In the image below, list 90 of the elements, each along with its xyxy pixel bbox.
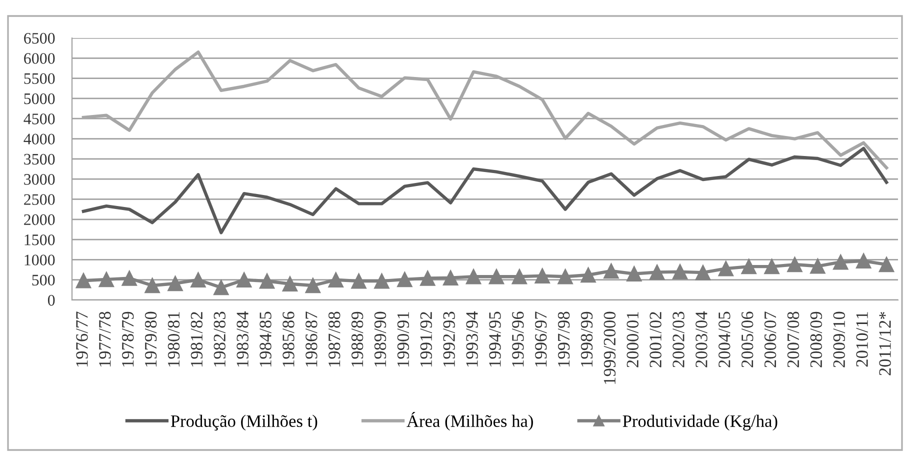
x-tick-label: 1994/95 xyxy=(489,312,501,366)
y-tick-label: 6000 xyxy=(24,53,55,64)
x-tick-label: 1990/91 xyxy=(397,312,410,366)
x-tick-label: 1977/78 xyxy=(99,312,111,366)
y-tick-label: 0 xyxy=(48,294,55,306)
x-tick-label: 1979/80 xyxy=(144,312,157,366)
x-tick-label: 1996/97 xyxy=(535,312,547,366)
point xyxy=(168,276,183,292)
y-tick-label: 500 xyxy=(32,274,55,286)
x-tick-label: 1981/82 xyxy=(190,312,203,366)
x-tick-label: 1984/85 xyxy=(260,312,272,366)
x-tick-label: 1978/79 xyxy=(122,312,134,366)
y-tick-label: 3500 xyxy=(24,154,55,165)
point xyxy=(442,270,458,286)
x-tick-label: 1982/83 xyxy=(214,312,226,366)
x-tick-label: 2010/11 xyxy=(856,312,868,367)
point xyxy=(397,272,412,288)
point xyxy=(558,268,573,284)
point xyxy=(466,268,482,284)
point xyxy=(718,260,734,276)
point xyxy=(626,266,642,282)
point xyxy=(512,268,528,284)
point xyxy=(305,278,321,294)
point xyxy=(144,278,160,294)
y-tick-label: 4000 xyxy=(24,134,55,144)
point xyxy=(122,270,137,286)
x-tick-label: 1983/84 xyxy=(236,311,248,366)
x-tick-label: 1998/99 xyxy=(580,312,593,366)
point xyxy=(351,273,366,289)
x-tick-label: 2004/05 xyxy=(718,312,730,368)
x-tick-label: 1991/92 xyxy=(420,312,432,366)
x-tick-label: 1992/93 xyxy=(443,312,455,366)
point xyxy=(190,272,206,288)
y-tick-label: 4500 xyxy=(24,114,55,124)
y-tick-label: 2000 xyxy=(24,214,55,226)
point xyxy=(649,264,665,280)
point xyxy=(98,272,114,288)
point xyxy=(695,264,711,280)
point xyxy=(741,258,756,274)
point xyxy=(214,280,229,296)
x-tick-label: 2001/02 xyxy=(650,312,662,368)
x-tick-label: 2000/01 xyxy=(626,312,638,368)
x-tick-label: 2011/12* xyxy=(879,312,891,376)
legend-label: Produção (Milhões t) xyxy=(170,414,318,431)
x-tick-label: 1988/89 xyxy=(351,312,364,366)
y-tick-label: 2500 xyxy=(24,194,55,205)
x-tick-label: 1999/2000 xyxy=(604,312,616,384)
point xyxy=(764,258,780,274)
point xyxy=(328,272,344,288)
x-tick-label: 2005/06 xyxy=(741,312,754,368)
point xyxy=(282,276,298,292)
point xyxy=(833,254,848,270)
legend-label: Área (Milhões ha) xyxy=(406,412,533,431)
x-tick-label: 2002/03 xyxy=(672,312,684,368)
x-tick-label: 2007/08 xyxy=(787,312,800,368)
x-tick-label: 1987/88 xyxy=(328,312,340,366)
point xyxy=(236,272,252,288)
y-tick-label: 1000 xyxy=(24,254,55,266)
point xyxy=(488,268,504,284)
x-tick-label: 1976/77 xyxy=(76,312,88,366)
point xyxy=(604,263,619,279)
y-tick-label: 5000 xyxy=(24,93,55,104)
y-tick-label: 5500 xyxy=(24,73,55,84)
x-tick-label: 1993/94 xyxy=(466,311,478,366)
x-tick-label: 1989/90 xyxy=(374,312,386,366)
y-tick-label: 1500 xyxy=(24,234,55,246)
x-tick-label: 1995/96 xyxy=(512,312,524,366)
y-tick-label: 3000 xyxy=(24,174,55,185)
point xyxy=(672,264,688,280)
point xyxy=(76,273,92,288)
x-tick-label: 1997/98 xyxy=(558,312,570,366)
point xyxy=(787,256,802,272)
point xyxy=(534,268,550,284)
point xyxy=(810,258,826,274)
point xyxy=(420,270,436,286)
point xyxy=(374,273,390,289)
x-tick-label: 1985/86 xyxy=(282,312,294,366)
legend-label: Produtividade (Kg/ha) xyxy=(622,414,778,431)
point xyxy=(856,253,872,269)
point xyxy=(580,267,596,283)
x-tick-label: 2008/09 xyxy=(810,312,822,368)
y-tick-label: 6500 xyxy=(24,32,55,44)
x-tick-label: 1980/81 xyxy=(168,312,180,366)
x-tick-label: 1986/87 xyxy=(306,312,318,366)
point xyxy=(878,256,894,272)
line-series xyxy=(82,146,888,234)
x-tick-label: 2009/10 xyxy=(833,312,845,368)
x-tick-label: 2003/04 xyxy=(696,311,708,368)
point xyxy=(259,273,275,289)
x-tick-label: 2006/07 xyxy=(764,312,776,368)
